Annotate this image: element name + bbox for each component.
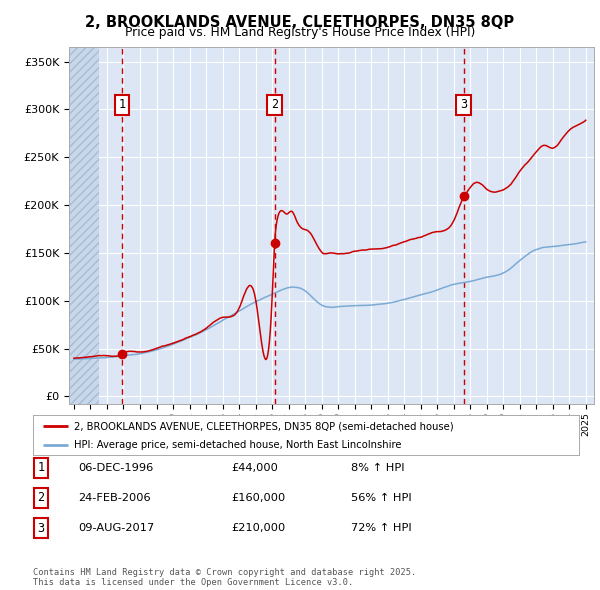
Text: 09-AUG-2017: 09-AUG-2017 — [78, 523, 154, 533]
Text: 1: 1 — [119, 98, 126, 111]
Text: £44,000: £44,000 — [231, 463, 278, 473]
Text: 1: 1 — [37, 461, 44, 474]
Text: 2: 2 — [271, 98, 278, 111]
Text: 56% ↑ HPI: 56% ↑ HPI — [351, 493, 412, 503]
Text: 2, BROOKLANDS AVENUE, CLEETHORPES, DN35 8QP (semi-detached house): 2, BROOKLANDS AVENUE, CLEETHORPES, DN35 … — [74, 421, 454, 431]
Text: 72% ↑ HPI: 72% ↑ HPI — [351, 523, 412, 533]
Text: 06-DEC-1996: 06-DEC-1996 — [78, 463, 153, 473]
Text: £160,000: £160,000 — [231, 493, 285, 503]
Text: Contains HM Land Registry data © Crown copyright and database right 2025.
This d: Contains HM Land Registry data © Crown c… — [33, 568, 416, 587]
Text: 2, BROOKLANDS AVENUE, CLEETHORPES, DN35 8QP: 2, BROOKLANDS AVENUE, CLEETHORPES, DN35 … — [85, 15, 515, 30]
Text: 3: 3 — [460, 98, 467, 111]
Text: 2: 2 — [37, 491, 44, 504]
Text: HPI: Average price, semi-detached house, North East Lincolnshire: HPI: Average price, semi-detached house,… — [74, 440, 401, 450]
Bar — [69, 47, 99, 404]
Text: 24-FEB-2006: 24-FEB-2006 — [78, 493, 151, 503]
Text: 8% ↑ HPI: 8% ↑ HPI — [351, 463, 404, 473]
Text: 3: 3 — [37, 522, 44, 535]
Text: £210,000: £210,000 — [231, 523, 285, 533]
Text: Price paid vs. HM Land Registry's House Price Index (HPI): Price paid vs. HM Land Registry's House … — [125, 26, 475, 39]
